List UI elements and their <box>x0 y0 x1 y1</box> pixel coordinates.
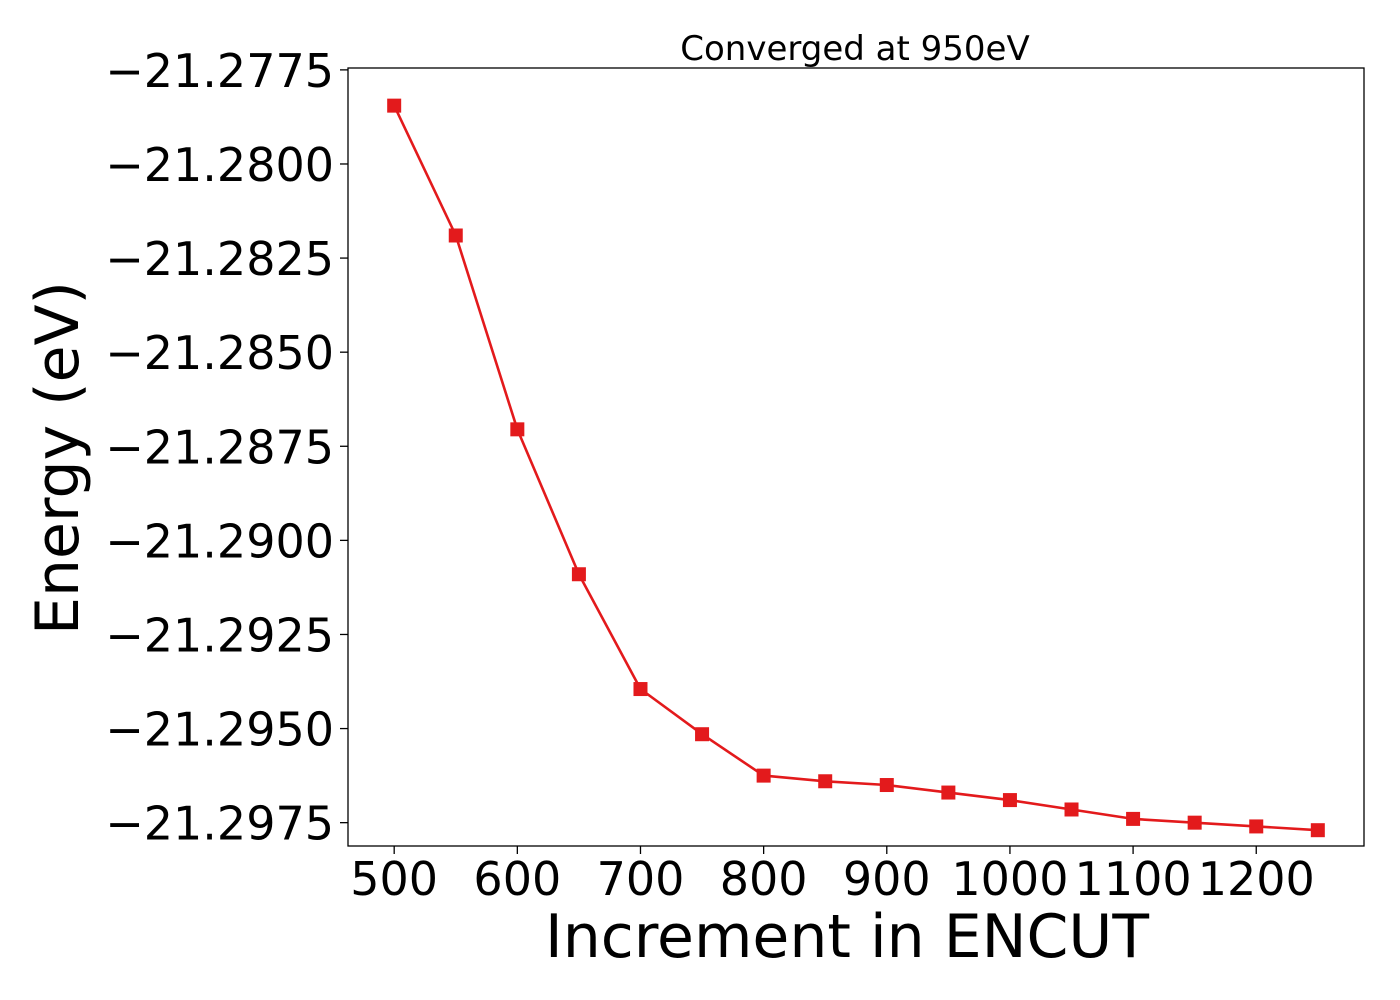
data-point-marker <box>1249 819 1264 834</box>
y-tick-label: −21.2925 <box>105 608 334 662</box>
data-point-marker <box>1002 793 1017 808</box>
x-tick-label: 1000 <box>951 852 1068 906</box>
y-tick-label: −21.2975 <box>105 797 334 851</box>
x-tick-label: 1100 <box>1075 852 1192 906</box>
data-point-marker <box>1126 811 1141 826</box>
x-tick-label: 600 <box>473 852 561 906</box>
data-point-marker <box>510 422 525 437</box>
y-axis-label: Energy (eV) <box>23 281 93 635</box>
data-point-marker <box>448 228 463 243</box>
series-line <box>393 105 1318 832</box>
y-tick-label: −21.2950 <box>105 703 334 757</box>
data-point-marker <box>1310 823 1325 838</box>
y-tick-label: −21.2875 <box>105 420 334 474</box>
data-point-marker <box>818 774 833 789</box>
data-point-marker <box>879 778 894 793</box>
y-tick-label: −21.2825 <box>105 232 334 286</box>
x-axis-label: Increment in ENCUT <box>545 902 1149 972</box>
x-tick-label: 1200 <box>1198 852 1315 906</box>
data-point-marker <box>756 768 771 783</box>
y-tick-label: −21.2900 <box>105 514 334 568</box>
data-point-marker <box>941 785 956 800</box>
data-point-marker <box>1187 815 1202 830</box>
y-tick-label: −21.2800 <box>105 138 334 192</box>
data-point-marker <box>387 98 402 113</box>
data-point-marker <box>695 727 710 742</box>
data-point-marker <box>633 682 648 697</box>
data-point-marker <box>571 567 586 582</box>
plot-area: 500 600 700 800 900 1000 1100 1200 −21.2775 −21.2… <box>105 44 1365 906</box>
x-tick-label: 800 <box>720 852 808 906</box>
x-tick-label: 900 <box>843 852 931 906</box>
axes-frame <box>347 67 1365 847</box>
x-tick-label: 500 <box>350 852 438 906</box>
data-point-marker <box>1064 802 1079 817</box>
y-tick-label: −21.2775 <box>105 44 334 98</box>
chart-title: Converged at 950eV <box>680 29 1029 69</box>
x-tick-label: 700 <box>597 852 685 906</box>
y-tick-label: −21.2850 <box>105 326 334 380</box>
